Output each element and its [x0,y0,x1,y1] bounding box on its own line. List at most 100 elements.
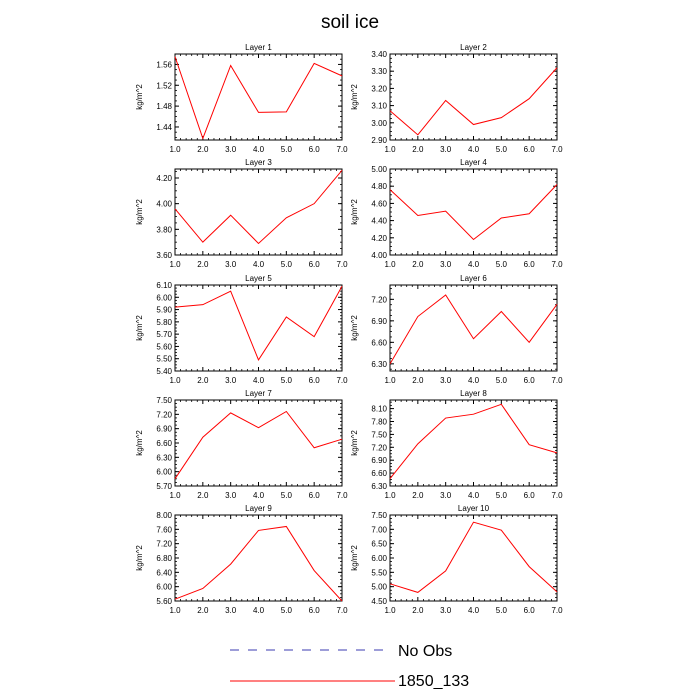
y-tick-label: 3.60 [156,251,172,260]
x-tick-label: 5.0 [281,491,293,500]
x-tick-label: 6.0 [309,606,321,615]
y-tick-label: 8.10 [371,405,387,414]
y-tick-label: 5.70 [156,482,172,491]
series-line-1850_133 [389,521,558,593]
y-tick-label: 1.48 [156,102,172,111]
panel-title: Layer 10 [458,504,490,513]
x-tick-label: 6.0 [309,376,321,385]
x-tick-label: 2.0 [197,491,209,500]
y-tick-label: 2.90 [371,136,387,145]
chart-panel-layer-7: Layer 7 kg/m^2 1.0 2.0 3.0 4.0 5.0 6.0 7.0 5.70 6.… [135,389,348,500]
x-tick-label: 4.0 [253,491,265,500]
plot-frame [174,168,343,256]
x-tick-label: 1.0 [384,376,396,385]
x-tick-label: 4.0 [468,260,480,269]
chart-panels: Layer 1 kg/m^2 1.0 2.0 3.0 4.0 5.0 6.0 7.0 1.44 1.… [135,43,563,615]
legend: No Obs 1850_133 [230,643,469,690]
y-tick-label: 5.70 [156,330,172,339]
plot-frame [389,284,558,372]
figure-title: soil ice [321,12,379,33]
x-tick-label: 5.0 [496,260,508,269]
y-tick-label: 6.00 [156,468,172,477]
y-tick-label: 4.00 [156,200,172,209]
x-tick-label: 2.0 [412,606,424,615]
y-axis-label: kg/m^2 [350,84,359,110]
y-axis-label: kg/m^2 [135,545,144,571]
x-tick-label: 3.0 [225,260,237,269]
x-tick-label: 3.0 [440,606,452,615]
x-tick-label: 7.0 [551,376,563,385]
x-tick-label: 5.0 [496,606,508,615]
plot-frame [174,284,343,372]
y-tick-label: 5.50 [156,355,172,364]
x-tick-label: 2.0 [197,606,209,615]
y-tick-label: 3.20 [371,84,387,93]
y-tick-label: 4.40 [371,217,387,226]
y-tick-label: 1.56 [156,60,172,69]
x-tick-label: 7.0 [551,145,563,154]
y-tick-label: 6.90 [371,317,387,326]
y-tick-label: 4.80 [371,182,387,191]
x-tick-label: 4.0 [468,145,480,154]
y-axis-label: kg/m^2 [135,84,144,110]
x-tick-label: 5.0 [496,491,508,500]
x-tick-label: 1.0 [169,376,181,385]
x-tick-label: 1.0 [169,606,181,615]
y-tick-label: 6.30 [371,482,387,491]
x-tick-label: 5.0 [281,376,293,385]
y-tick-label: 5.00 [371,583,387,592]
y-tick-label: 6.90 [371,456,387,465]
y-tick-label: 7.20 [156,410,172,419]
y-tick-label: 6.00 [156,293,172,302]
series-line-1850_133 [174,285,343,362]
y-axis-label: kg/m^2 [135,315,144,341]
y-tick-label: 5.40 [156,367,172,376]
x-tick-label: 7.0 [551,491,563,500]
x-tick-label: 4.0 [468,491,480,500]
chart-panel-layer-2: Layer 2 kg/m^2 1.0 2.0 3.0 4.0 5.0 6.0 7.0 2.90 3.… [350,43,563,154]
x-tick-label: 7.0 [336,491,348,500]
x-tick-label: 4.0 [468,606,480,615]
y-tick-label: 7.80 [371,418,387,427]
panel-title: Layer 5 [245,274,272,283]
panel-title: Layer 7 [245,389,272,398]
series-line-1850_133 [389,184,558,241]
y-tick-label: 6.60 [371,469,387,478]
series-line-1850_133 [389,67,558,136]
x-tick-label: 2.0 [197,376,209,385]
plot-frame [174,399,343,487]
chart-panel-layer-8: Layer 8 kg/m^2 1.0 2.0 3.0 4.0 5.0 6.0 7.0 6.30 6.… [350,389,563,500]
x-tick-label: 6.0 [524,491,536,500]
y-axis-label: kg/m^2 [350,199,359,225]
series-line-1850_133 [174,169,343,245]
y-tick-label: 6.60 [156,439,172,448]
x-tick-label: 6.0 [309,260,321,269]
x-tick-label: 6.0 [309,145,321,154]
y-tick-label: 7.50 [371,511,387,520]
x-tick-label: 4.0 [468,376,480,385]
series-line-1850_133 [389,403,558,480]
x-tick-label: 2.0 [412,376,424,385]
series-line-1850_133 [174,410,343,480]
x-tick-label: 7.0 [336,260,348,269]
y-tick-label: 7.20 [371,443,387,452]
panel-title: Layer 8 [460,389,487,398]
series-line-1850_133 [174,56,343,140]
x-tick-label: 5.0 [496,145,508,154]
x-tick-label: 4.0 [253,376,265,385]
y-tick-label: 6.90 [156,425,172,434]
y-tick-label: 4.00 [371,251,387,260]
y-tick-label: 4.20 [156,174,172,183]
x-tick-label: 6.0 [524,260,536,269]
y-tick-label: 6.40 [156,568,172,577]
x-tick-label: 2.0 [197,260,209,269]
plot-frame [389,168,558,256]
x-tick-label: 2.0 [412,491,424,500]
x-tick-label: 2.0 [197,145,209,154]
y-tick-label: 3.30 [371,67,387,76]
x-tick-label: 3.0 [440,376,452,385]
y-tick-label: 6.00 [156,583,172,592]
y-tick-label: 5.90 [156,306,172,315]
y-tick-label: 7.00 [371,525,387,534]
series-line-1850_133 [174,525,343,602]
